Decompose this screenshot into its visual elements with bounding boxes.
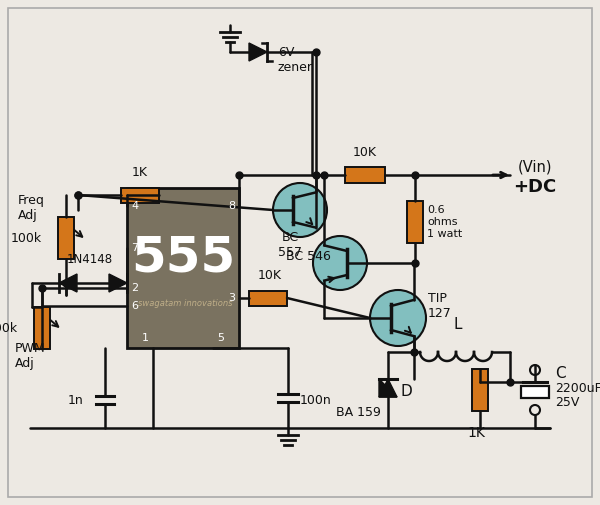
Circle shape [273,183,327,237]
Text: 1: 1 [142,333,149,343]
Text: 6V
zener: 6V zener [278,46,313,74]
Text: 5: 5 [218,333,224,343]
Bar [58,217,74,259]
Text: TIP
127: TIP 127 [428,292,452,320]
Text: (Vin): (Vin) [518,160,553,175]
Text: 10K: 10K [258,269,282,282]
Circle shape [530,405,540,415]
Bar [345,167,385,183]
Polygon shape [59,274,77,292]
Text: 2200uF: 2200uF [555,381,600,394]
Polygon shape [379,379,397,397]
Polygon shape [249,43,267,61]
Bar [249,290,287,306]
Bar [472,369,488,411]
Text: 0.6
ohms
1 watt: 0.6 ohms 1 watt [427,206,462,238]
Text: Freq
Adj: Freq Adj [18,194,45,222]
Text: 100k: 100k [0,322,18,334]
Text: C: C [555,367,566,381]
Bar [121,187,159,203]
Text: 8: 8 [228,201,235,211]
Bar [34,307,50,349]
Text: 6: 6 [131,301,138,311]
Text: 1K: 1K [467,426,485,440]
Text: L: L [454,317,462,332]
Text: +DC: +DC [513,178,556,196]
Text: 100n: 100n [300,393,332,407]
Text: BA 159: BA 159 [335,406,380,419]
Bar [521,386,549,398]
Text: 10K: 10K [353,146,377,159]
Text: 3: 3 [228,293,235,303]
Text: 4: 4 [131,201,138,211]
Text: BC 546: BC 546 [286,250,331,263]
Bar [127,188,239,348]
Text: 1n: 1n [67,393,83,407]
Text: swagatam innovations: swagatam innovations [138,298,232,308]
Text: 555: 555 [131,234,235,282]
Circle shape [370,290,426,346]
Circle shape [313,236,367,290]
Text: 1K: 1K [132,166,148,179]
Polygon shape [109,274,127,292]
Text: 1N4148: 1N4148 [67,253,113,266]
Polygon shape [379,379,397,397]
Text: 25V: 25V [555,395,580,409]
Text: 100k: 100k [11,231,42,244]
Text: 2: 2 [131,283,138,293]
Circle shape [530,365,540,375]
Text: 7: 7 [131,243,138,253]
Bar [407,201,423,243]
Text: PWM
Adj: PWM Adj [15,342,46,370]
Text: BC
557: BC 557 [278,231,302,259]
Text: D: D [401,383,413,398]
